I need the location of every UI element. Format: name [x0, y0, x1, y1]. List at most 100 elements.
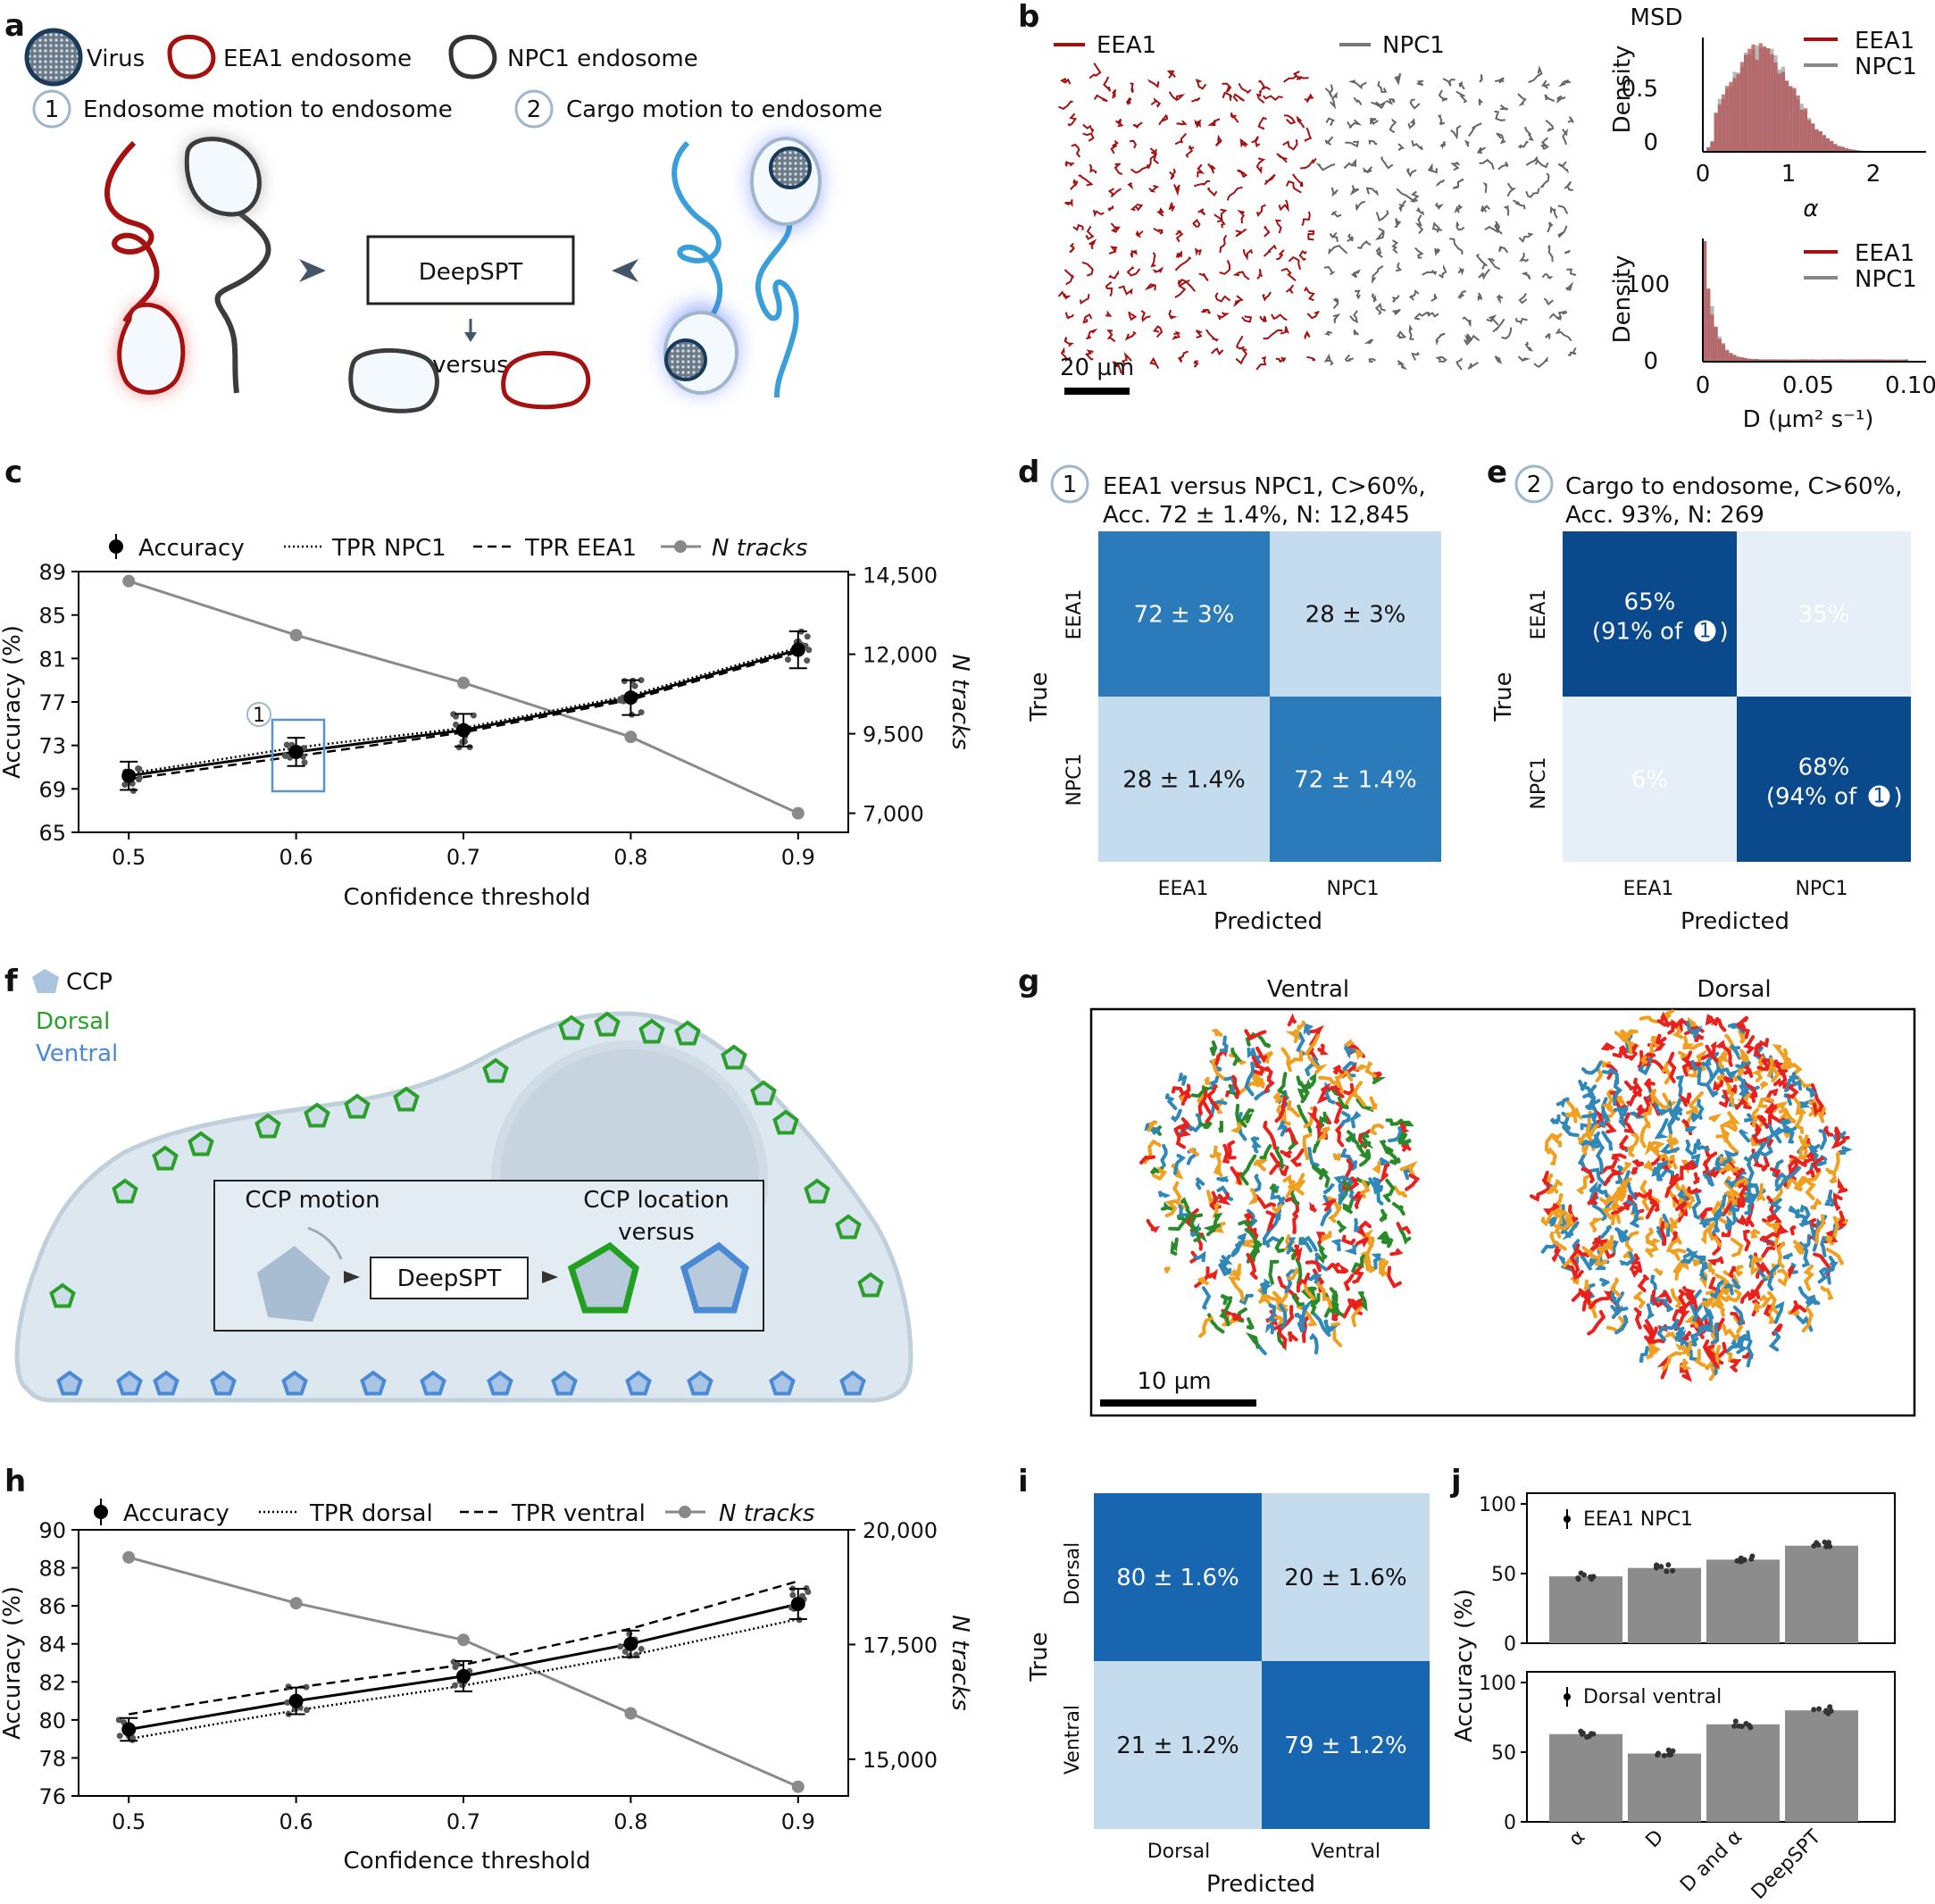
g-track	[1776, 1241, 1786, 1269]
g-track	[1350, 1091, 1366, 1107]
hist-bar-eea1	[1747, 48, 1752, 153]
replicate-point	[285, 1683, 292, 1691]
track	[1110, 222, 1121, 233]
g-track	[1720, 1282, 1731, 1296]
cargo-track-1	[671, 140, 723, 328]
g-track	[1387, 1265, 1402, 1289]
hist-bar-eea1	[1818, 130, 1822, 152]
accuracy-point	[456, 1668, 471, 1683]
replicate-point	[121, 781, 129, 789]
track	[1405, 168, 1417, 178]
g-track	[1685, 1125, 1697, 1133]
g-track	[1399, 1229, 1412, 1245]
g-track	[1785, 1126, 1797, 1144]
track	[1408, 324, 1414, 340]
track	[1434, 247, 1440, 257]
g-track	[1171, 1086, 1186, 1098]
cm-circle-number: 1	[1699, 621, 1712, 643]
track	[1280, 267, 1297, 281]
track	[1176, 120, 1188, 126]
replicate-point	[617, 1643, 624, 1650]
legend-ntracks: N tracks	[712, 535, 807, 562]
track	[1435, 202, 1444, 210]
track	[1371, 265, 1384, 284]
track	[1457, 290, 1467, 299]
g-track	[1309, 1024, 1324, 1047]
panel-e: 2 Cargo to endosome, C>60%, Acc. 93%, N:…	[1490, 464, 1911, 935]
track	[1545, 333, 1551, 339]
g-track	[1262, 1213, 1281, 1246]
g-track	[1735, 1022, 1750, 1040]
g-track	[1330, 1263, 1349, 1274]
track	[1071, 143, 1081, 158]
g-track	[1307, 1055, 1328, 1074]
result-eea1-endosome	[501, 350, 591, 410]
g-track	[1803, 1264, 1815, 1291]
accuracy-line	[128, 648, 799, 778]
g-track	[1172, 1181, 1186, 1209]
track	[1169, 168, 1177, 180]
g-track	[1286, 1237, 1297, 1255]
replicate-point	[452, 1682, 459, 1689]
g-track	[1649, 1274, 1657, 1290]
h-legend-tpr-dorsal: TPR dorsal	[309, 1500, 433, 1527]
g-track	[1811, 1157, 1824, 1173]
g-track	[1170, 1108, 1182, 1123]
track	[1288, 255, 1302, 271]
track	[1349, 185, 1360, 196]
g-track	[1332, 1153, 1341, 1161]
g-track	[1564, 1111, 1575, 1118]
g-track	[1244, 1029, 1267, 1041]
g-track	[1161, 1201, 1176, 1212]
j-bottom-legend-marker	[1564, 1693, 1571, 1700]
ccp-marker	[254, 1113, 281, 1139]
g-track	[1751, 1068, 1764, 1082]
d-circle	[1050, 464, 1089, 504]
g-track	[1250, 1136, 1260, 1142]
g-track	[1680, 1362, 1693, 1382]
track	[1435, 332, 1446, 347]
g-track	[1678, 1092, 1692, 1107]
track	[1278, 199, 1289, 213]
g-track	[1732, 1172, 1741, 1184]
g-track	[1646, 1341, 1661, 1360]
track	[1439, 263, 1447, 280]
g-track	[1284, 1269, 1298, 1294]
g-track	[1630, 1264, 1642, 1279]
chart-h-xlabel: Confidence threshold	[344, 1848, 591, 1875]
j-point	[1732, 1718, 1739, 1724]
g-track	[1380, 1260, 1389, 1277]
g-track	[1304, 1056, 1322, 1076]
hist-bar-eea1	[1840, 359, 1845, 362]
g-track	[1210, 1056, 1225, 1081]
g-track	[1777, 1268, 1789, 1287]
track	[1324, 136, 1334, 146]
ccp-marker	[153, 1370, 179, 1396]
g-track	[1330, 1239, 1341, 1252]
g-track	[1222, 1143, 1230, 1164]
g-track	[1334, 1122, 1345, 1148]
g-track	[1580, 1248, 1593, 1271]
track	[1512, 199, 1526, 210]
g-track	[1782, 1081, 1791, 1090]
hist-bar-eea1	[1729, 353, 1733, 362]
panel-b: EEA1 NPC1 20 µm MSD Density 0 0.5 0 1 2 …	[1054, 4, 1935, 433]
e-row-eea1: EEA1	[1528, 589, 1550, 640]
j-ytick-label: 50	[1491, 1742, 1516, 1765]
g-track	[1268, 1259, 1280, 1285]
g-track	[1817, 1266, 1829, 1284]
j-point	[1670, 1748, 1676, 1754]
accuracy-point	[790, 642, 805, 657]
j-point	[1749, 1553, 1756, 1559]
panel-label-g: g	[1018, 964, 1039, 999]
g-track	[1213, 1164, 1223, 1178]
track	[1130, 82, 1134, 93]
hist1-xlabel: α	[1803, 196, 1818, 222]
track	[1370, 118, 1379, 126]
ccp-marker	[857, 1272, 884, 1298]
ntracks-point	[457, 1633, 470, 1647]
replicate-point	[805, 1589, 812, 1596]
j-bar	[1628, 1567, 1701, 1643]
track	[1256, 204, 1266, 217]
ntracks-point	[122, 1550, 136, 1564]
